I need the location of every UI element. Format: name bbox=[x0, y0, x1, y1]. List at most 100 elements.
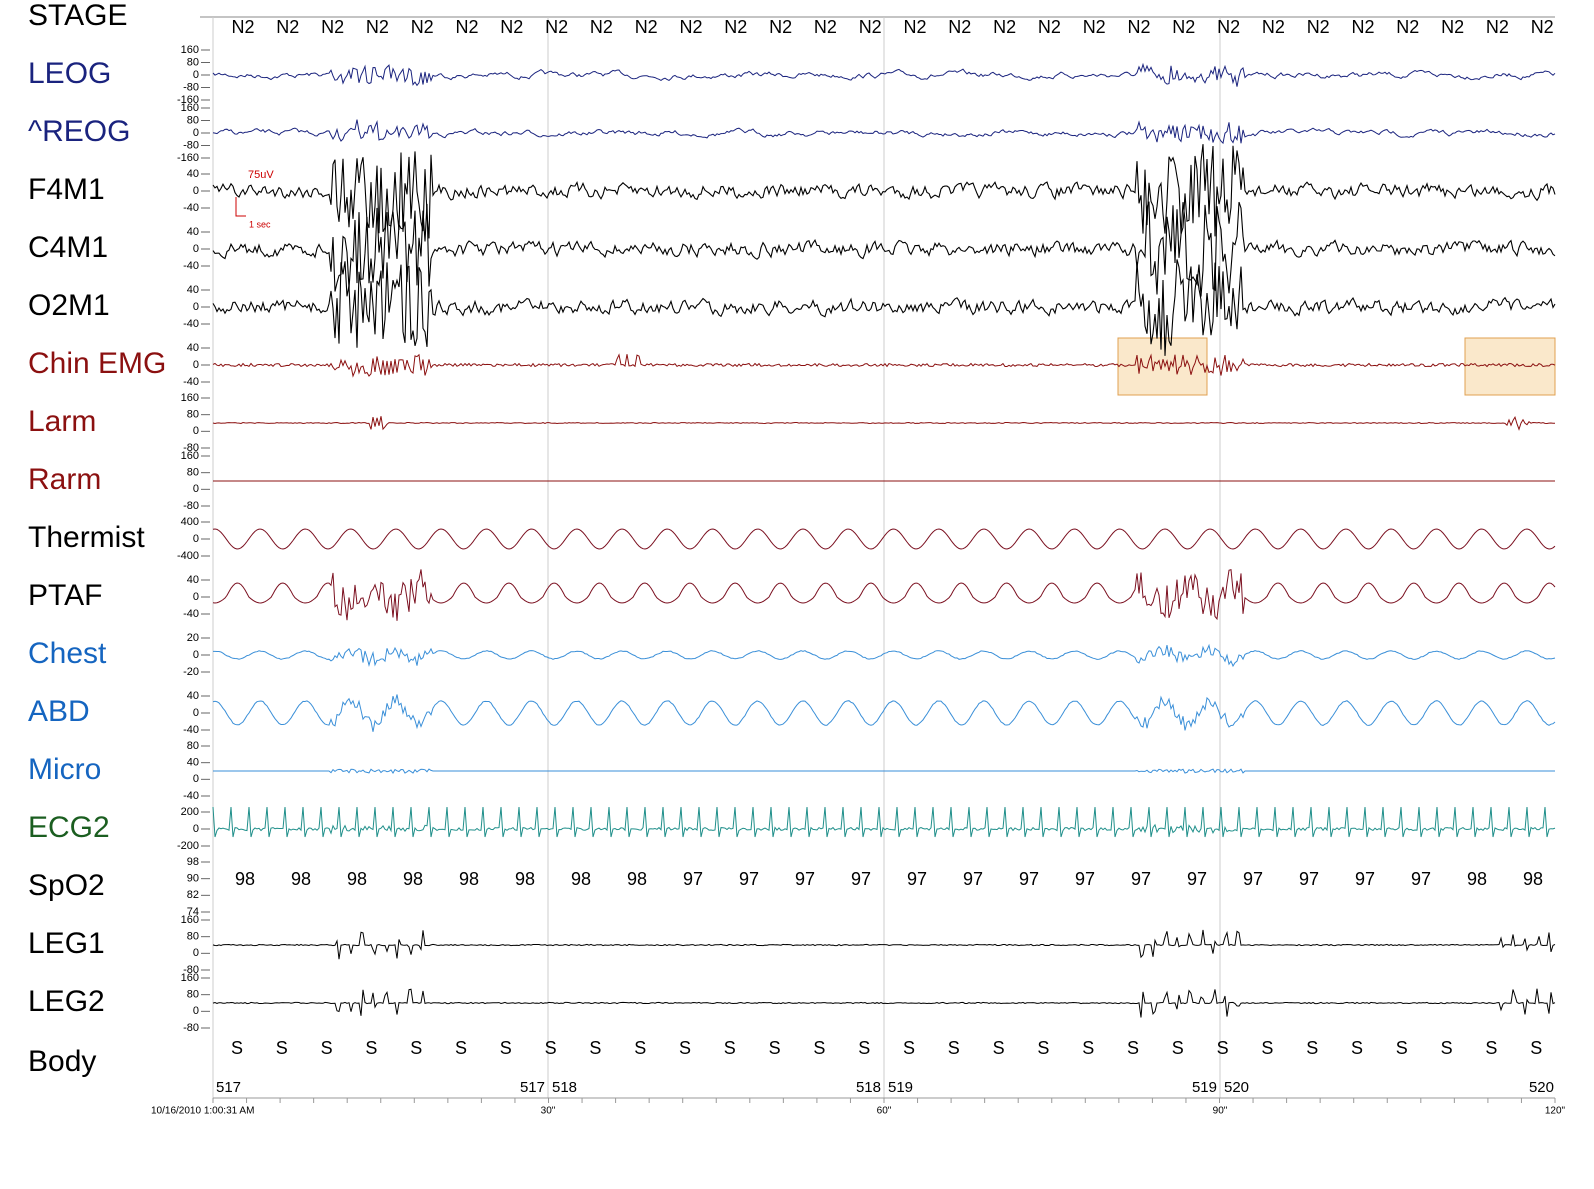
stage-label: N2 bbox=[635, 17, 658, 37]
scale-label: -40 bbox=[183, 790, 199, 802]
channel-label: Thermist bbox=[28, 521, 145, 554]
body-position: S bbox=[500, 1038, 512, 1058]
epoch-label: 519 bbox=[888, 1079, 913, 1096]
scale-label: -400 bbox=[177, 550, 199, 562]
spo2-value: 97 bbox=[739, 869, 759, 889]
scale-label: -80 bbox=[183, 81, 199, 93]
channel-label: F4M1 bbox=[28, 173, 105, 206]
stage-label: N2 bbox=[1441, 17, 1464, 37]
body-position: S bbox=[858, 1038, 870, 1058]
channel-label: STAGE bbox=[28, 0, 127, 32]
stage-label: N2 bbox=[1217, 17, 1240, 37]
scale-label: 0 bbox=[193, 301, 199, 313]
scale-label: 0 bbox=[193, 483, 199, 495]
stage-label: N2 bbox=[500, 17, 523, 37]
stage-label: N2 bbox=[1127, 17, 1150, 37]
spo2-value: 98 bbox=[1467, 869, 1487, 889]
time-start: 10/16/2010 1:00:31 AM bbox=[151, 1106, 254, 1117]
body-position: S bbox=[410, 1038, 422, 1058]
body-position: S bbox=[1530, 1038, 1542, 1058]
stage-label: N2 bbox=[859, 17, 882, 37]
time-mark: 30" bbox=[541, 1106, 556, 1117]
spo2-value: 97 bbox=[851, 869, 871, 889]
body-position: S bbox=[1127, 1038, 1139, 1058]
scale-label: 80 bbox=[187, 740, 199, 752]
trace bbox=[212, 201, 1556, 297]
trace bbox=[212, 353, 1556, 378]
scale-label: -80 bbox=[183, 1022, 199, 1034]
scale-label: 0 bbox=[193, 773, 199, 785]
scale-label: 0 bbox=[193, 533, 199, 545]
stage-label: N2 bbox=[276, 17, 299, 37]
epoch-label: 520 bbox=[1529, 1079, 1554, 1096]
body-position: S bbox=[1217, 1038, 1229, 1058]
scale-label: -80 bbox=[183, 500, 199, 512]
trace bbox=[212, 144, 1556, 239]
scale-label: 0 bbox=[193, 425, 199, 437]
scale-label: -20 bbox=[183, 666, 199, 678]
body-position: S bbox=[724, 1038, 736, 1058]
trace bbox=[212, 569, 1556, 621]
scale-label: 0 bbox=[193, 1005, 199, 1017]
spo2-value: 97 bbox=[907, 869, 927, 889]
stage-label: N2 bbox=[679, 17, 702, 37]
scale-label: 160 bbox=[181, 972, 199, 984]
stage-label: N2 bbox=[366, 17, 389, 37]
trace bbox=[212, 806, 1556, 838]
scale-label: 80 bbox=[187, 989, 199, 1001]
scale-label: 160 bbox=[181, 450, 199, 462]
scale-label: 0 bbox=[193, 243, 199, 255]
scale-label: -80 bbox=[183, 442, 199, 454]
body-position: S bbox=[769, 1038, 781, 1058]
stage-label: N2 bbox=[993, 17, 1016, 37]
stage-label: N2 bbox=[231, 17, 254, 37]
spo2-value: 97 bbox=[1187, 869, 1207, 889]
scale-label: 82 bbox=[187, 889, 199, 901]
scale-label: 0 bbox=[193, 127, 199, 139]
time-mark: 60" bbox=[877, 1106, 892, 1117]
body-position: S bbox=[276, 1038, 288, 1058]
channel-label: Larm bbox=[28, 405, 96, 438]
stage-label: N2 bbox=[455, 17, 478, 37]
scale-label: -40 bbox=[183, 260, 199, 272]
spo2-value: 97 bbox=[1019, 869, 1039, 889]
cal-time: 1 sec bbox=[249, 219, 271, 229]
scale-label: 0 bbox=[193, 185, 199, 197]
spo2-value: 97 bbox=[1299, 869, 1319, 889]
stage-label: N2 bbox=[1351, 17, 1374, 37]
channel-label: Body bbox=[28, 1045, 96, 1078]
scale-label: 0 bbox=[193, 649, 199, 661]
channel-label: LEG1 bbox=[28, 927, 105, 960]
scale-label: 90 bbox=[187, 873, 199, 885]
trace bbox=[212, 988, 1556, 1018]
spo2-value: 97 bbox=[1243, 869, 1263, 889]
trace bbox=[212, 415, 1556, 431]
scale-label: 0 bbox=[193, 69, 199, 81]
stage-label: N2 bbox=[1531, 17, 1554, 37]
body-position: S bbox=[365, 1038, 377, 1058]
body-position: S bbox=[231, 1038, 243, 1058]
spo2-value: 97 bbox=[1355, 869, 1375, 889]
stage-label: N2 bbox=[903, 17, 926, 37]
scale-label: 0 bbox=[193, 707, 199, 719]
scale-label: -40 bbox=[183, 376, 199, 388]
scale-label: 40 bbox=[187, 284, 199, 296]
channel-label: Chest bbox=[28, 637, 107, 670]
scale-label: 160 bbox=[181, 102, 199, 114]
body-position: S bbox=[993, 1038, 1005, 1058]
trace bbox=[212, 62, 1556, 87]
channel-label: ECG2 bbox=[28, 811, 110, 844]
scale-label: -200 bbox=[177, 840, 199, 852]
channel-label: PTAF bbox=[28, 579, 102, 612]
trace bbox=[213, 643, 1556, 668]
time-mark: 120" bbox=[1545, 1106, 1566, 1117]
scale-label: 160 bbox=[181, 44, 199, 56]
scale-label: 80 bbox=[187, 409, 199, 421]
trace bbox=[212, 259, 1556, 356]
spo2-value: 98 bbox=[291, 869, 311, 889]
cal-amplitude: 75uV bbox=[248, 169, 274, 181]
body-position: S bbox=[1172, 1038, 1184, 1058]
scale-label: 160 bbox=[181, 392, 199, 404]
stage-label: N2 bbox=[769, 17, 792, 37]
channel-label: Chin EMG bbox=[28, 347, 166, 380]
